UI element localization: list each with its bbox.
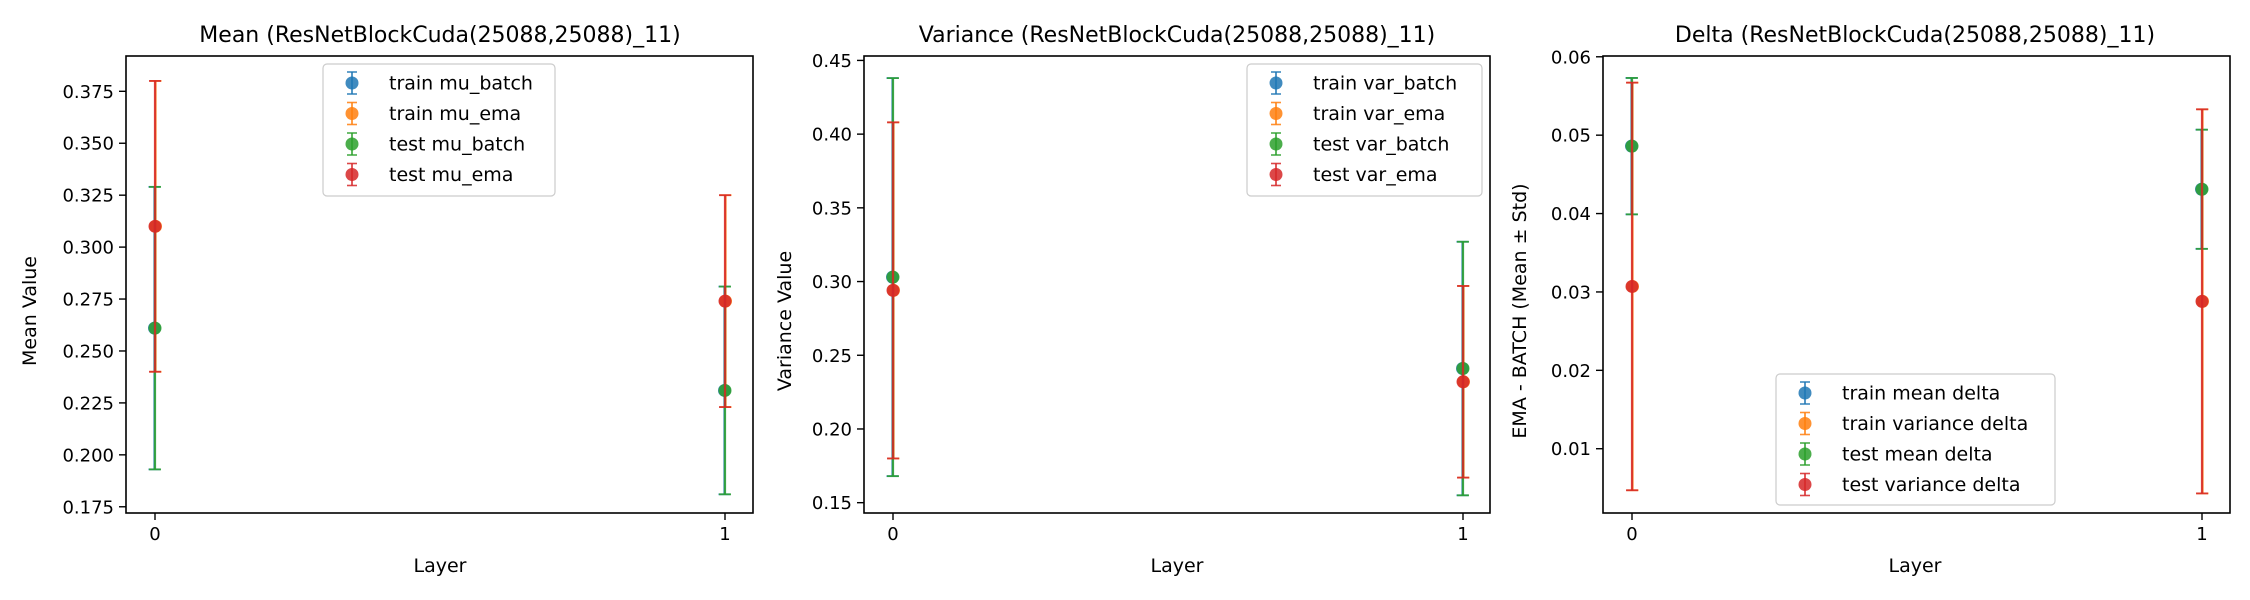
mean-y-tick-label: 0.275 [62, 290, 114, 311]
mean-legend-label: train mu_batch [389, 73, 533, 95]
delta-y-tick-label: 0.04 [1551, 204, 1591, 225]
delta-y-axis-label: EMA - BATCH (Mean ± Std) [1509, 183, 1531, 438]
variance-y-tick-label: 0.45 [812, 51, 852, 72]
delta-x-tick-label: 0 [1626, 524, 1637, 545]
mean-y-tick-label: 0.175 [62, 497, 114, 518]
variance-legend-marker [1269, 137, 1283, 151]
variance-y-tick-label: 0.30 [812, 272, 852, 293]
variance-legend-box [1246, 63, 1483, 197]
variance-legend-label: test var_batch [1313, 134, 1449, 156]
mean-x-axis-label: Layer [414, 555, 467, 577]
mean-legend-marker [345, 137, 359, 151]
mean-x-tick-label: 0 [149, 524, 160, 545]
mean-data-point [718, 294, 732, 308]
mean-legend-label: train mu_ema [389, 103, 521, 125]
delta-y-tick-label: 0.03 [1551, 282, 1591, 303]
delta-y-tick-label: 0.02 [1551, 361, 1591, 382]
variance-chart-title: Variance (ResNetBlockCuda(25088,25088)_1… [919, 23, 1435, 48]
variance-legend-label: train var_batch [1313, 73, 1457, 95]
mean-data-point [148, 219, 162, 233]
mean-y-tick-label: 0.300 [62, 238, 114, 259]
variance-legend-label: test var_ema [1313, 164, 1438, 186]
mean-y-tick-label: 0.350 [62, 134, 114, 155]
delta-legend-marker [1798, 417, 1812, 430]
variance-y-tick-label: 0.20 [812, 419, 852, 440]
delta-legend-label: train mean delta [1842, 383, 2000, 405]
mean-legend-label: test mu_batch [389, 134, 525, 156]
delta-chart-title: Delta (ResNetBlockCuda(25088,25088)_11) [1675, 23, 2155, 48]
delta-legend-box [1775, 373, 2056, 506]
mean-legend-marker [345, 107, 359, 120]
variance-legend-marker [1269, 107, 1283, 120]
variance-y-tick-label: 0.35 [812, 198, 852, 219]
delta-y-tick-label: 0.05 [1551, 126, 1591, 147]
variance-data-point [1456, 375, 1470, 389]
variance-y-tick-label: 0.25 [812, 346, 852, 367]
delta-data-marks [1625, 77, 2209, 495]
delta-legend-marker [1798, 386, 1812, 400]
mean-plot-frame [125, 55, 754, 514]
variance-y-axis-label: Variance Value [774, 251, 796, 391]
delta-legend-label: train variance delta [1842, 413, 2028, 435]
delta-x-axis-label: Layer [1889, 555, 1942, 577]
mean-y-tick-label: 0.375 [62, 82, 114, 103]
variance-legend-marker [1269, 168, 1283, 181]
delta-legend-label: test mean delta [1842, 444, 1993, 466]
variance-x-tick-label: 0 [887, 524, 898, 545]
variance-legend-label: train var_ema [1313, 103, 1445, 125]
delta-y-tick-label: 0.06 [1551, 47, 1591, 68]
variance-data-point [886, 283, 900, 297]
variance-plot-frame [863, 55, 1491, 514]
variance-y-ticks: 0.15 0.20 0.25 0.30 0.35 0.40 0.45 [812, 51, 864, 514]
variance-data-marks [886, 77, 1470, 497]
variance-x-tick-label: 1 [1457, 524, 1468, 545]
mean-legend-marker [345, 76, 359, 90]
delta-y-tick-label: 0.01 [1551, 439, 1591, 460]
delta-y-ticks: 0.01 0.02 0.03 0.04 0.05 0.06 [1551, 47, 1603, 460]
delta-legend-label: test variance delta [1842, 474, 2021, 496]
mean-legend-label: test mu_ema [389, 164, 513, 186]
mean-y-tick-label: 0.250 [62, 341, 114, 362]
mean-legend-box [322, 63, 556, 197]
variance-panel: Variance (ResNetBlockCuda(25088,25088)_1… [774, 23, 1491, 577]
mean-y-ticks: 0.175 0.200 0.225 0.250 0.275 0.300 0.325 0.350… [62, 82, 126, 518]
variance-y-tick-label: 0.15 [812, 493, 852, 514]
delta-legend-marker [1798, 447, 1812, 461]
variance-y-tick-label: 0.40 [812, 125, 852, 146]
delta-panel: Delta (ResNetBlockCuda(25088,25088)_11) … [1509, 23, 2231, 577]
variance-x-axis-label: Layer [1151, 555, 1204, 577]
mean-y-tick-label: 0.325 [62, 186, 114, 207]
mean-data-marks [148, 80, 732, 496]
delta-data-point [2195, 294, 2209, 308]
mean-panel: Mean (ResNetBlockCuda(25088,25088)_11) L… [19, 23, 754, 577]
delta-legend: train mean delta train variance delta test… [1775, 373, 2056, 506]
delta-data-point [1625, 279, 1639, 293]
mean-chart-title: Mean (ResNetBlockCuda(25088,25088)_11) [199, 23, 680, 48]
mean-x-tick-label: 1 [719, 524, 730, 545]
mean-y-axis-label: Mean Value [19, 256, 41, 366]
mean-y-tick-label: 0.200 [62, 445, 114, 466]
delta-legend-marker [1798, 478, 1812, 491]
variance-legend-marker [1269, 76, 1283, 90]
delta-x-tick-label: 1 [2196, 524, 2207, 545]
delta-plot-frame [1602, 55, 2231, 514]
mean-legend-marker [345, 168, 359, 181]
mean-y-tick-label: 0.225 [62, 393, 114, 414]
